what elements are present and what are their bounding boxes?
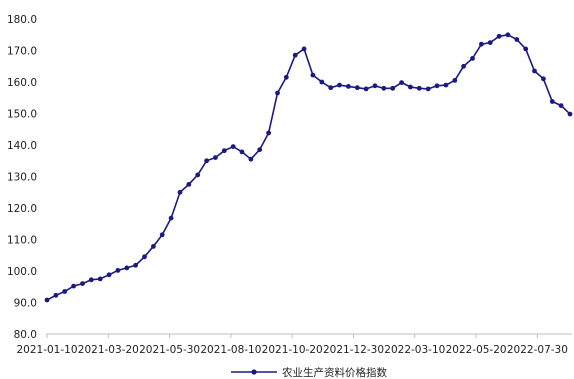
- x-tick-label: 2021-01-10: [16, 344, 77, 356]
- data-point: [213, 155, 218, 161]
- y-tick-label: 140.0: [7, 140, 37, 152]
- y-tick-label: 160.0: [7, 77, 37, 89]
- data-point: [337, 82, 342, 88]
- data-point: [532, 68, 537, 74]
- data-point: [443, 82, 449, 88]
- data-point: [292, 52, 298, 58]
- x-axis: 2021-01-10 2021-03-20 2021-05-30 2021-08-10…: [16, 334, 568, 356]
- data-point: [168, 215, 174, 221]
- data-point: [177, 189, 183, 195]
- legend-dot-marker: [251, 369, 257, 375]
- data-point: [142, 254, 147, 260]
- data-point: [416, 85, 422, 91]
- y-tick-label: 150.0: [7, 109, 37, 121]
- data-point: [505, 32, 511, 38]
- x-tick-label: 2021-12-30: [323, 344, 384, 356]
- data-point: [372, 83, 378, 89]
- data-point: [283, 74, 289, 80]
- data-point: [408, 84, 413, 90]
- data-point: [541, 76, 546, 82]
- data-point: [248, 156, 254, 162]
- data-point: [159, 232, 165, 238]
- y-tick-label: 100.0: [7, 266, 37, 278]
- data-point: [62, 289, 68, 294]
- series-points: [44, 32, 573, 303]
- data-point: [452, 78, 458, 83]
- data-point: [275, 90, 280, 96]
- x-tick-label: 2021-08-10: [200, 344, 261, 356]
- x-tick-label: 2022-07-30: [507, 344, 568, 356]
- data-point: [257, 147, 263, 153]
- data-point: [470, 56, 475, 61]
- data-point: [434, 83, 440, 89]
- data-point: [310, 72, 316, 78]
- y-tick-label: 90.0: [14, 298, 37, 310]
- legend: 农业生产资料价格指数: [231, 366, 387, 379]
- data-point: [88, 277, 94, 283]
- data-point: [44, 297, 50, 303]
- data-point: [567, 111, 573, 117]
- y-tick-label: 110.0: [7, 235, 37, 247]
- data-point: [221, 148, 227, 154]
- y-tick-label: 180.0: [7, 14, 37, 26]
- data-point: [487, 40, 493, 45]
- data-point: [186, 182, 192, 187]
- y-tick-label: 80.0: [14, 329, 37, 341]
- data-point: [399, 80, 404, 85]
- data-point: [328, 85, 334, 91]
- x-tick-label: 2021-10-20: [262, 344, 323, 356]
- data-point: [97, 276, 103, 282]
- data-point: [390, 85, 396, 91]
- data-point: [124, 265, 130, 271]
- x-tick-label: 2021-03-20: [78, 344, 139, 356]
- data-point: [319, 79, 325, 85]
- data-point: [195, 172, 201, 178]
- data-point: [204, 158, 210, 164]
- data-point: [363, 86, 369, 92]
- data-point: [115, 268, 121, 273]
- data-point: [354, 85, 360, 91]
- data-point: [461, 63, 466, 69]
- data-point: [425, 86, 431, 92]
- data-point: [106, 272, 112, 278]
- data-point: [496, 33, 502, 39]
- data-point: [558, 103, 564, 108]
- data-point: [381, 85, 387, 91]
- data-point: [53, 292, 59, 298]
- legend-label: 农业生产资料价格指数: [282, 366, 387, 379]
- data-point: [301, 46, 307, 52]
- y-tick-label: 170.0: [7, 46, 37, 58]
- data-point: [346, 84, 351, 89]
- data-point: [523, 46, 529, 52]
- data-point: [549, 99, 555, 104]
- data-point: [514, 37, 520, 42]
- x-tick-label: 2022-05-20: [446, 344, 507, 356]
- series-line: [46, 33, 571, 301]
- data-point: [266, 130, 271, 136]
- data-point: [239, 149, 245, 155]
- data-point: [479, 41, 484, 47]
- data-point: [80, 281, 85, 286]
- data-point: [151, 244, 156, 249]
- x-tick-label: 2021-05-30: [139, 344, 200, 356]
- y-axis: 80.0 90.0 100.0 110.0 120.0 130.0 140.0 150.0 16…: [7, 14, 37, 341]
- data-point: [133, 262, 139, 268]
- y-tick-label: 120.0: [7, 203, 37, 215]
- data-point: [71, 283, 76, 289]
- data-point: [230, 144, 236, 150]
- x-tick-label: 2022-03-10: [384, 344, 445, 356]
- y-tick-label: 130.0: [7, 172, 37, 184]
